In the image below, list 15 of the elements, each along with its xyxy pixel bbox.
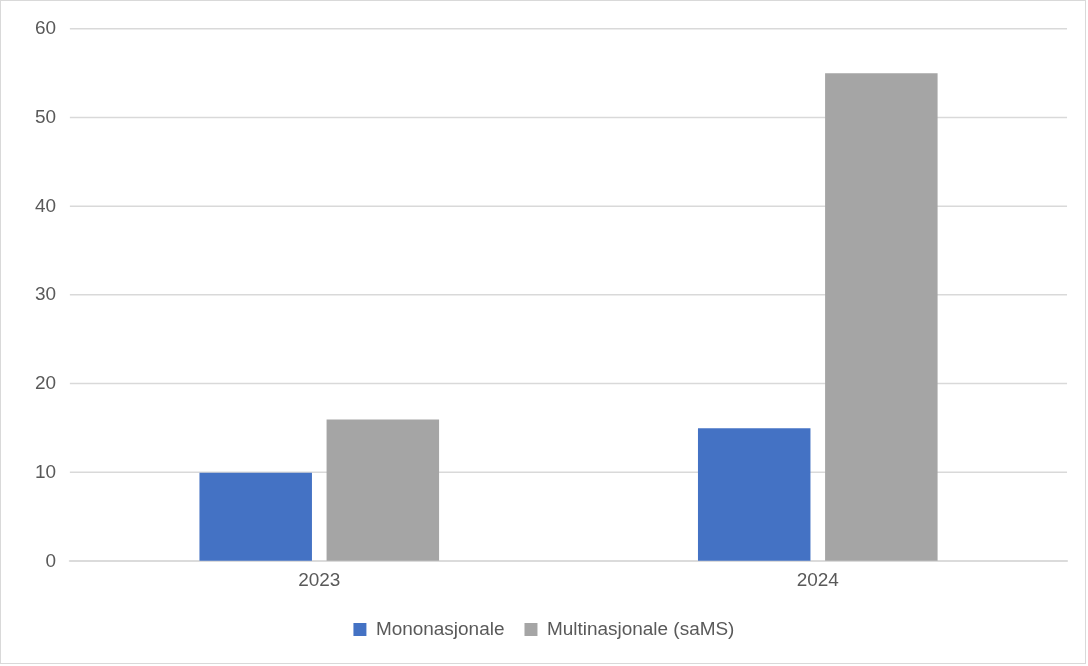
bar [326,419,440,561]
y-tick-label: 40 [34,194,57,216]
x-tick-label: 2023 [298,569,341,591]
y-tick-label: 60 [34,17,57,39]
legend-label: Multinasjonale (saMS) [546,617,735,639]
legend-label: Mononasjonale [375,617,505,639]
bar [199,472,312,561]
y-tick-label: 10 [34,460,57,482]
y-tick-label: 20 [34,372,57,394]
bar [825,73,938,561]
y-tick-label: 0 [45,549,57,571]
bar [697,428,811,561]
x-tick-label: 2024 [796,569,839,591]
y-tick-label: 30 [34,283,57,305]
y-tick-label: 50 [34,105,57,127]
